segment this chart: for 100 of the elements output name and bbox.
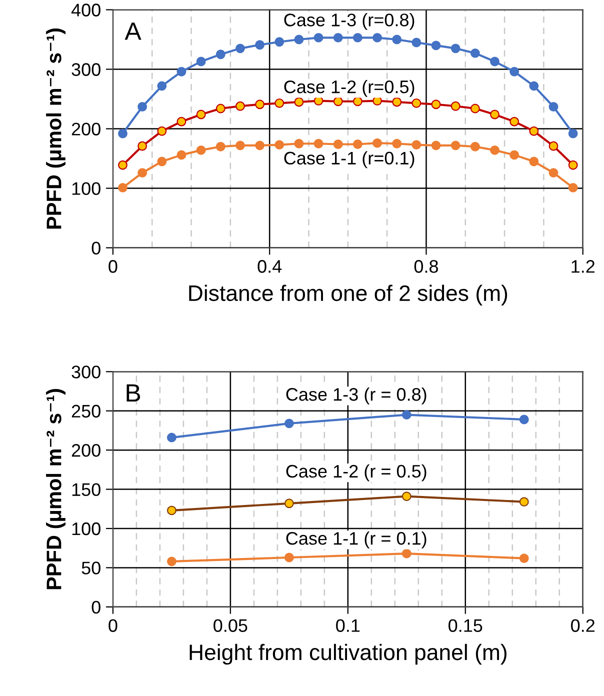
series-label: Case 1-1 (r=0.1) [284, 151, 414, 168]
point [284, 552, 294, 562]
point [490, 110, 500, 120]
point [519, 497, 529, 507]
x-axis-title: Height from cultivation panel (m) [190, 644, 506, 665]
point [333, 96, 343, 106]
point [490, 145, 500, 155]
point [412, 98, 422, 108]
y-tick-label: 0 [92, 242, 100, 254]
point [529, 156, 539, 166]
x-tick-label: 0.05 [214, 619, 248, 632]
point [568, 128, 578, 138]
point [196, 145, 206, 155]
point [412, 38, 422, 48]
point [450, 44, 460, 54]
point [412, 140, 422, 150]
point [450, 101, 460, 111]
point [392, 97, 402, 107]
point [157, 81, 167, 91]
point [519, 414, 529, 424]
y-tick-label: 150 [72, 483, 100, 496]
chart-title: B [126, 384, 140, 402]
point [352, 140, 362, 149]
y-tick-label: 50 [82, 562, 100, 574]
x-tick-label: 0.4 [258, 260, 282, 273]
y-tick-label: 300 [72, 63, 100, 76]
point [216, 142, 226, 152]
point [402, 548, 412, 558]
point [274, 37, 284, 47]
point [294, 97, 304, 107]
chart-title: A [124, 22, 142, 40]
y-tick-label: 300 [72, 366, 100, 378]
point [392, 138, 402, 148]
point [176, 116, 186, 126]
point [431, 140, 441, 150]
point [176, 66, 186, 76]
point [118, 128, 128, 138]
point [510, 150, 520, 160]
point [118, 182, 128, 192]
y-axis-title: PPFD (μmol m⁻² s⁻¹) [46, 389, 66, 590]
point [529, 126, 539, 136]
point [470, 48, 480, 58]
point [255, 140, 265, 150]
point [294, 138, 304, 148]
point [138, 141, 148, 151]
point [235, 140, 245, 150]
point [431, 40, 441, 50]
point [490, 56, 500, 66]
series-label: Case 1-2 (r = 0.5) [286, 464, 426, 482]
x-tick-label: 1.2 [572, 260, 595, 273]
point [235, 44, 245, 54]
point [284, 498, 294, 508]
point [372, 96, 382, 106]
point [166, 556, 176, 566]
point [548, 168, 558, 178]
y-tick-label: 200 [72, 444, 100, 457]
x-tick-label: 0 [108, 260, 118, 273]
point [176, 150, 186, 160]
point [314, 138, 324, 148]
x-tick-label: 0.2 [571, 619, 595, 632]
point [333, 32, 343, 42]
y-axis-title: PPFD (μmol m⁻² s⁻¹) [46, 28, 66, 229]
point [510, 116, 520, 126]
y-tick-label: 100 [72, 182, 100, 195]
point [568, 182, 578, 192]
point [372, 32, 382, 42]
point [372, 138, 382, 148]
point [510, 66, 520, 76]
point [294, 34, 304, 44]
point [470, 104, 480, 114]
x-tick-label: 0 [108, 619, 118, 632]
point [450, 140, 460, 150]
point [548, 102, 558, 112]
point [284, 418, 294, 428]
y-tick-label: 200 [72, 122, 100, 136]
y-tick-label: 250 [72, 404, 100, 418]
point [166, 506, 176, 516]
series-label: Case 1-3 (r=0.8) [284, 13, 414, 30]
series-label: Case 1-2 (r=0.5) [284, 80, 414, 97]
point [333, 140, 343, 149]
y-tick-label: 0 [92, 600, 100, 614]
x-tick-label: 0.15 [448, 619, 482, 632]
x-axis-title: Distance from one of 2 sides (m) [189, 284, 508, 306]
point [352, 96, 362, 106]
point [255, 40, 265, 50]
point [274, 140, 284, 150]
point [402, 410, 412, 420]
point [118, 160, 128, 170]
point [196, 56, 206, 66]
point [431, 100, 441, 110]
point [216, 50, 226, 60]
point [138, 168, 148, 178]
point [402, 492, 412, 502]
series-label: Case 1-1 (r = 0.1) [286, 532, 426, 548]
point [166, 432, 176, 442]
point [235, 101, 245, 111]
point [138, 102, 148, 112]
x-tick-label: 0.8 [414, 260, 438, 273]
point [568, 160, 578, 170]
point [352, 32, 362, 42]
